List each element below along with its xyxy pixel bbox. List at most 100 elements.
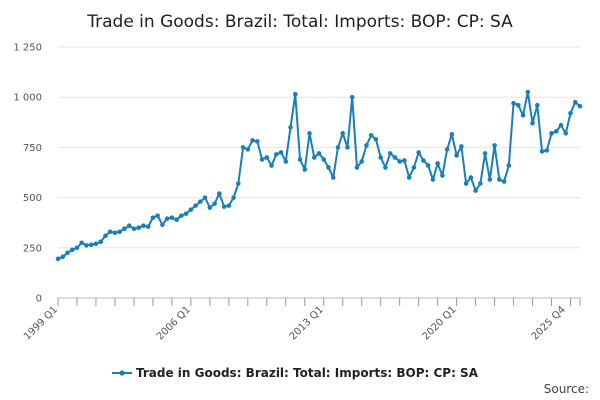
data-point[interactable]	[155, 213, 160, 218]
data-point[interactable]	[207, 205, 213, 210]
data-point[interactable]	[563, 131, 569, 136]
data-point[interactable]	[236, 181, 241, 186]
data-point[interactable]	[330, 175, 336, 180]
data-point[interactable]	[364, 143, 369, 148]
data-point[interactable]	[107, 229, 113, 235]
data-point[interactable]	[221, 204, 227, 209]
data-point[interactable]	[340, 131, 346, 136]
data-point[interactable]	[136, 225, 141, 231]
data-point[interactable]	[145, 224, 151, 230]
data-point[interactable]	[335, 145, 341, 150]
data-point[interactable]	[525, 89, 531, 95]
data-point[interactable]	[74, 245, 80, 251]
data-point[interactable]	[506, 163, 512, 168]
data-point[interactable]	[468, 175, 474, 180]
data-point[interactable]	[530, 121, 535, 126]
data-point[interactable]	[103, 233, 108, 239]
data-point[interactable]	[435, 161, 440, 166]
data-point[interactable]	[449, 132, 455, 137]
data-point[interactable]	[511, 100, 516, 106]
data-point[interactable]	[202, 195, 208, 200]
data-point[interactable]	[302, 167, 308, 172]
data-point[interactable]	[160, 222, 165, 228]
data-point[interactable]	[93, 241, 99, 247]
data-point[interactable]	[126, 223, 132, 229]
data-point[interactable]	[534, 102, 540, 108]
data-point[interactable]	[359, 159, 365, 164]
data-point[interactable]	[283, 159, 289, 164]
data-point[interactable]	[321, 157, 327, 162]
data-point[interactable]	[131, 226, 137, 232]
data-point[interactable]	[402, 158, 407, 163]
data-point[interactable]	[316, 151, 322, 156]
data-point[interactable]	[516, 102, 521, 108]
data-point[interactable]	[572, 99, 578, 105]
data-point[interactable]	[430, 177, 436, 182]
data-point[interactable]	[421, 158, 426, 163]
data-point[interactable]	[487, 177, 493, 182]
data-point[interactable]	[539, 149, 545, 154]
data-point[interactable]	[269, 163, 274, 168]
data-point[interactable]	[198, 199, 203, 204]
data-point[interactable]	[259, 157, 265, 162]
legend[interactable]: Trade in Goods: Brazil: Total: Imports: …	[112, 366, 479, 380]
data-point[interactable]	[373, 137, 379, 142]
data-point[interactable]	[463, 181, 469, 186]
data-point[interactable]	[164, 216, 170, 221]
data-point[interactable]	[497, 177, 502, 182]
data-point[interactable]	[501, 179, 507, 184]
data-point[interactable]	[117, 229, 122, 235]
data-point[interactable]	[122, 226, 127, 232]
data-point[interactable]	[98, 239, 104, 245]
data-point[interactable]	[226, 203, 232, 208]
data-point[interactable]	[354, 165, 360, 170]
data-point[interactable]	[141, 223, 146, 229]
data-point[interactable]	[193, 203, 198, 208]
data-point[interactable]	[416, 150, 421, 155]
data-point[interactable]	[217, 191, 222, 196]
data-point[interactable]	[88, 242, 94, 248]
data-point[interactable]	[65, 250, 70, 256]
data-point[interactable]	[188, 207, 194, 212]
data-point[interactable]	[349, 94, 355, 100]
data-point[interactable]	[425, 163, 431, 168]
data-point[interactable]	[553, 129, 559, 134]
data-point[interactable]	[245, 147, 251, 152]
data-point[interactable]	[482, 151, 488, 156]
data-point[interactable]	[345, 145, 350, 150]
data-point[interactable]	[288, 125, 293, 130]
data-point[interactable]	[459, 144, 464, 149]
data-point[interactable]	[440, 173, 445, 178]
data-point[interactable]	[278, 150, 284, 155]
data-point[interactable]	[169, 215, 175, 220]
data-point[interactable]	[549, 131, 554, 136]
data-point[interactable]	[84, 243, 89, 248]
data-point[interactable]	[250, 138, 255, 143]
data-point[interactable]	[55, 256, 61, 262]
data-point[interactable]	[240, 145, 246, 150]
data-point[interactable]	[387, 151, 393, 156]
data-point[interactable]	[577, 103, 583, 109]
data-point[interactable]	[520, 112, 526, 118]
data-point[interactable]	[231, 195, 236, 200]
data-point[interactable]	[292, 91, 298, 97]
data-point[interactable]	[478, 181, 483, 186]
data-point[interactable]	[174, 217, 179, 222]
data-point[interactable]	[378, 155, 383, 160]
data-point[interactable]	[264, 155, 270, 160]
data-point[interactable]	[255, 139, 260, 144]
data-point[interactable]	[544, 148, 550, 153]
data-point[interactable]	[406, 175, 412, 180]
data-point[interactable]	[60, 254, 66, 260]
data-point[interactable]	[383, 165, 388, 170]
data-point[interactable]	[397, 159, 402, 164]
data-point[interactable]	[411, 165, 417, 170]
data-point[interactable]	[112, 230, 118, 236]
data-point[interactable]	[568, 110, 573, 116]
data-point[interactable]	[392, 155, 398, 160]
data-point[interactable]	[444, 147, 450, 152]
data-point[interactable]	[473, 188, 478, 193]
data-point[interactable]	[454, 153, 459, 158]
data-point[interactable]	[307, 131, 312, 136]
data-point[interactable]	[212, 201, 217, 206]
